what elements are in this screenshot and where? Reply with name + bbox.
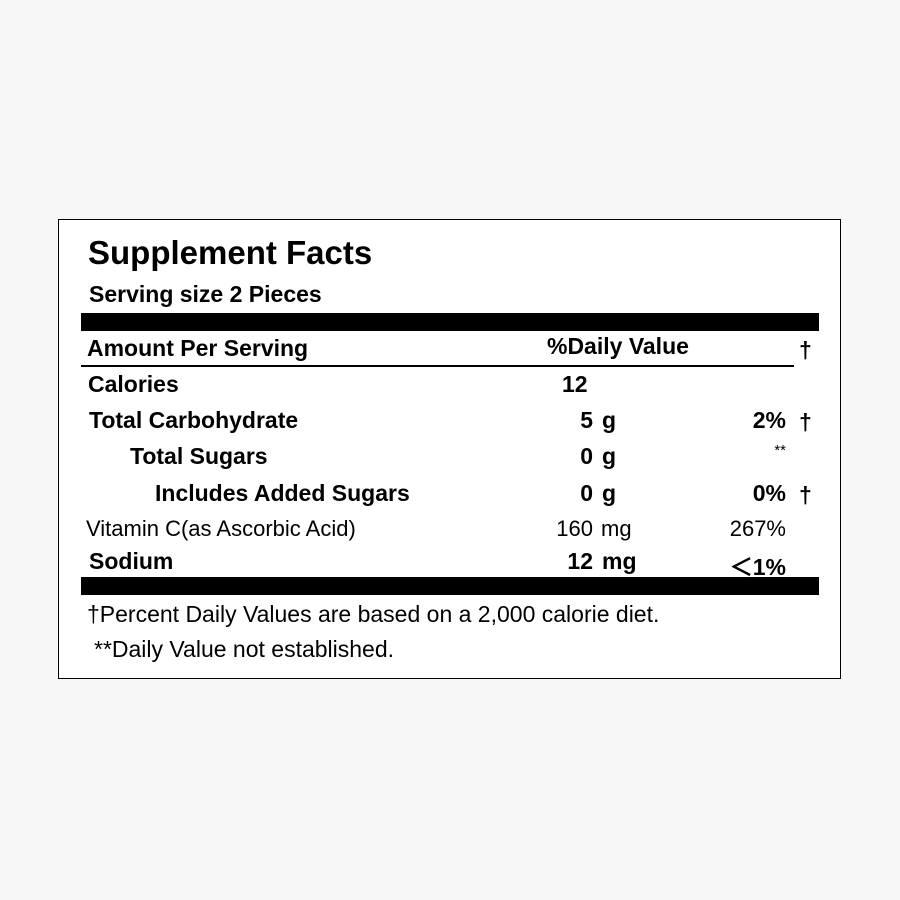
- supplement-facts-label: Supplement Facts Serving size 2 Pieces A…: [58, 219, 841, 679]
- row-vitamin-c-amount: 160: [556, 516, 593, 541]
- row-sugars-name: Total Sugars: [130, 443, 268, 469]
- serving-size: Serving size 2 Pieces: [89, 281, 322, 307]
- row-carb-unit: g: [602, 407, 617, 433]
- row-vitamin-c-name: Vitamin C(as Ascorbic Acid): [86, 516, 356, 541]
- footnote-not-established: **Daily Value not established.: [94, 636, 395, 662]
- footnote-daily-values: †Percent Daily Values are based on a 2,0…: [87, 601, 660, 627]
- row-carb-name: Total Carbohydrate: [89, 407, 299, 433]
- row-carb-amount: 5: [580, 407, 593, 433]
- row-added-sugars-dagger: †: [799, 482, 812, 508]
- row-vitamin-c-dv: 267%: [729, 516, 786, 541]
- thick-divider-top: [81, 313, 819, 331]
- row-sodium-unit: mg: [602, 548, 637, 574]
- header-dagger: †: [799, 337, 812, 363]
- row-carb-dagger: †: [799, 409, 812, 435]
- row-calories-amount: 12: [562, 371, 588, 397]
- row-added-sugars-amount: 0: [580, 480, 593, 506]
- row-sodium-dv: ＜1%: [729, 554, 786, 580]
- amount-per-serving-header: Amount Per Serving: [87, 335, 309, 361]
- row-sugars-unit: g: [602, 443, 617, 469]
- thick-divider-bottom: [81, 577, 819, 595]
- daily-value-header: %Daily Value: [547, 333, 689, 359]
- row-calories-name: Calories: [88, 371, 179, 397]
- row-added-sugars-unit: g: [602, 480, 617, 506]
- row-sodium-name: Sodium: [89, 548, 174, 574]
- label-title: Supplement Facts: [88, 234, 373, 271]
- row-carb-dv: 2%: [752, 407, 786, 433]
- row-sugars-amount: 0: [580, 443, 593, 469]
- row-sodium-amount: 12: [567, 548, 593, 574]
- row-added-sugars-dv: 0%: [752, 480, 786, 506]
- thin-divider: [81, 365, 794, 367]
- row-added-sugars-name: Includes Added Sugars: [155, 480, 410, 506]
- row-vitamin-c-unit: mg: [601, 516, 632, 541]
- row-sugars-dv: **: [774, 442, 786, 459]
